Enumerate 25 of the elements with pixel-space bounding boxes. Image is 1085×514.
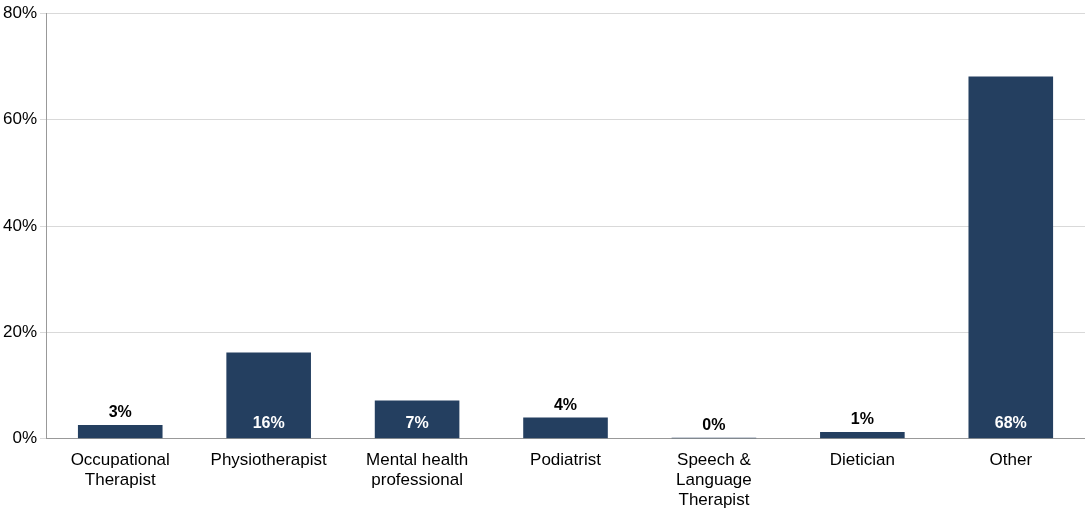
x-tick-label: Other bbox=[989, 449, 1033, 469]
data-label: 1% bbox=[850, 410, 874, 428]
y-tick-label: 80% bbox=[2, 2, 38, 22]
y-tick-label: 0% bbox=[12, 428, 38, 448]
x-tick-label: Mental health professional bbox=[366, 449, 469, 490]
x-tick-label: Physiotherapist bbox=[210, 449, 328, 469]
bar bbox=[968, 76, 1054, 439]
data-label: 68% bbox=[994, 414, 1027, 432]
bar bbox=[77, 424, 163, 439]
bar bbox=[374, 400, 460, 439]
x-tick-label: Dietician bbox=[829, 449, 895, 469]
y-tick-label: 40% bbox=[2, 215, 38, 235]
bar bbox=[523, 417, 608, 439]
bar bbox=[820, 431, 905, 439]
data-label: 0% bbox=[702, 416, 726, 434]
x-tick-label: Podiatrist bbox=[530, 449, 602, 469]
y-tick-label: 20% bbox=[2, 322, 38, 342]
x-tick-label: Occupational Therapist bbox=[70, 449, 170, 490]
data-label: 3% bbox=[108, 403, 132, 421]
data-label: 7% bbox=[405, 414, 429, 432]
data-label: 16% bbox=[252, 414, 285, 432]
x-tick-label: Speech & Language Therapist bbox=[676, 449, 752, 510]
data-label: 4% bbox=[553, 395, 578, 413]
y-tick-label: 60% bbox=[2, 109, 38, 129]
bar bbox=[226, 352, 311, 439]
